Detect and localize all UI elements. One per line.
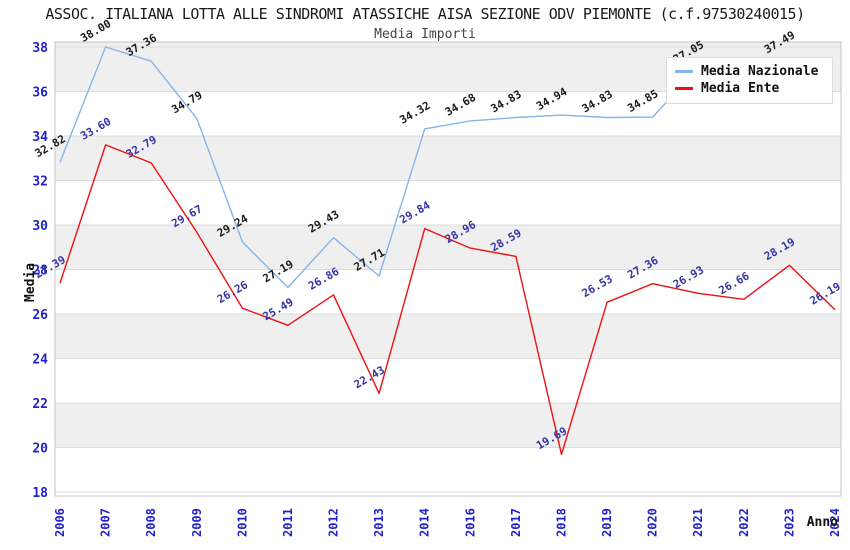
x-tick-label: 2009 [190, 508, 204, 537]
x-tick-label: 2013 [372, 508, 386, 537]
point-label: 34.79 [169, 88, 204, 116]
y-tick-label: 28 [32, 264, 48, 279]
x-tick-label: 2006 [53, 508, 67, 537]
x-tick-label: 2022 [737, 508, 751, 537]
legend-label: Media Ente [701, 81, 780, 96]
point-label: 26.53 [580, 272, 615, 300]
x-tick-label: 2024 [828, 508, 842, 537]
plot-band [55, 403, 841, 448]
x-tick-label: 2011 [281, 508, 295, 537]
legend-item-media-ente: Media Ente [675, 80, 824, 97]
y-tick-label: 22 [32, 397, 48, 412]
x-tick-label: 2010 [235, 508, 249, 537]
y-axis-title: Media [23, 263, 38, 302]
media-nazionale-line-swatch [675, 70, 693, 73]
plot-border [54, 41, 842, 497]
series-line-media-ente [59, 144, 836, 456]
y-tick-label: 26 [32, 308, 48, 323]
point-label: 26.66 [716, 269, 752, 297]
x-tick-label: 2014 [418, 508, 432, 537]
y-tick-label: 38 [32, 41, 48, 56]
x-tick-label: 2023 [782, 508, 796, 537]
point-label: 38.00 [78, 17, 113, 45]
point-label: 26.19 [808, 280, 843, 308]
point-label: 34.32 [397, 99, 432, 127]
legend-label: Media Nazionale [701, 64, 819, 79]
x-tick-label: 2021 [691, 508, 705, 537]
plot-band [55, 136, 841, 181]
point-label: 29.84 [397, 198, 433, 226]
y-tick-label: 32 [32, 175, 48, 190]
chart-title: ASSOC. ITALIANA LOTTA ALLE SINDROMI ATAS… [45, 5, 805, 23]
media-ente-line-swatch [675, 87, 693, 90]
point-label: 34.68 [443, 91, 478, 119]
y-tick-label: 20 [32, 442, 48, 457]
point-label: 26.26 [215, 278, 251, 306]
plot-band [55, 225, 841, 270]
legend: Media Nazionale Media Ente [666, 57, 833, 104]
x-tick-label: 2016 [463, 508, 477, 537]
x-tick-label: 2019 [600, 508, 614, 537]
x-tick-label: 2018 [554, 508, 568, 537]
y-tick-label: 30 [32, 219, 48, 234]
y-tick-label: 34 [32, 130, 48, 145]
y-tick-label: 18 [32, 486, 48, 501]
x-tick-label: 2020 [646, 508, 660, 537]
plot-band [55, 314, 841, 359]
y-tick-label: 36 [32, 86, 48, 101]
x-tick-label: 2007 [99, 508, 113, 537]
x-axis-title: Anno [807, 515, 838, 530]
point-label: 22.43 [352, 363, 387, 391]
chart-subtitle: Media Importi [374, 27, 476, 42]
legend-item-media-nazionale: Media Nazionale [675, 63, 824, 80]
x-tick-label: 2017 [509, 508, 523, 537]
x-tick-label: 2012 [327, 508, 341, 537]
x-tick-label: 2008 [144, 508, 158, 537]
y-tick-label: 24 [32, 353, 48, 368]
